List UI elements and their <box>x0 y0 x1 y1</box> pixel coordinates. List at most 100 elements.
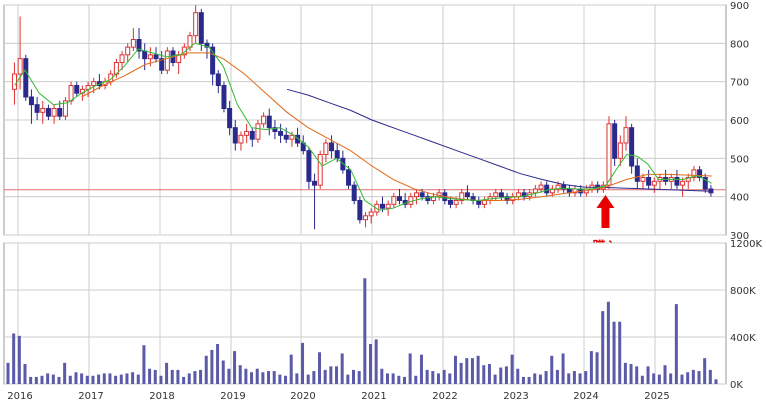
candle <box>51 104 57 124</box>
volume-bar <box>453 355 457 384</box>
candle-body <box>164 50 170 71</box>
candle-body <box>125 46 131 56</box>
candle-body <box>136 39 142 52</box>
volume-bar <box>193 371 197 384</box>
candle <box>210 43 216 86</box>
candle <box>685 173 691 189</box>
volume-bar <box>385 373 389 384</box>
candle <box>680 177 686 197</box>
volume-bar <box>312 371 316 384</box>
candle-body <box>323 142 329 155</box>
volume-bar <box>148 368 152 384</box>
volume-bar <box>623 362 627 384</box>
volume-bar <box>550 355 554 384</box>
price-y-tick-label: 900 <box>730 1 749 12</box>
candle-body <box>334 150 340 159</box>
volume-bar <box>567 373 571 384</box>
volume-bar <box>487 364 491 384</box>
candle-body <box>498 192 504 198</box>
candle-body <box>538 184 544 190</box>
volume-bar <box>436 373 440 384</box>
volume-bar <box>516 368 520 384</box>
volume-bar <box>17 335 21 384</box>
x-tick-label: 2017 <box>78 391 103 402</box>
candle <box>164 47 170 74</box>
volume-bar <box>80 373 84 384</box>
volume-bar <box>165 362 169 384</box>
candle <box>385 200 391 216</box>
candle-body <box>11 73 17 90</box>
price-y-tick-label: 700 <box>730 78 749 89</box>
candle <box>532 185 538 197</box>
candle <box>363 212 369 228</box>
volume-bar <box>663 365 667 384</box>
candle-body <box>306 150 312 182</box>
candle-body <box>40 108 46 113</box>
volume-bar <box>136 374 140 384</box>
price-y-axis: 300 400 500 600 700 800 900 <box>730 1 749 242</box>
volume-bar <box>34 376 38 384</box>
candle <box>278 123 284 143</box>
candle <box>23 54 29 101</box>
volume-bar <box>153 369 157 384</box>
volume-bar <box>368 344 372 384</box>
volume-bar <box>544 371 548 384</box>
candle-body <box>91 81 97 86</box>
candle-body <box>187 35 193 48</box>
volume-bar <box>131 372 135 384</box>
volume-bar <box>221 360 225 384</box>
candle <box>266 108 272 136</box>
volume-bar <box>238 365 242 384</box>
candle <box>283 127 289 143</box>
candle-body <box>351 184 357 202</box>
candle-body <box>385 203 391 209</box>
candle-body <box>255 123 261 140</box>
volume-bar <box>380 368 384 384</box>
candle-body <box>147 54 153 60</box>
candle <box>45 104 51 120</box>
candle <box>368 208 374 224</box>
volume-bar <box>323 369 327 384</box>
candle <box>697 166 703 182</box>
candle-body <box>561 184 567 190</box>
price-y-tick-label: 800 <box>730 39 749 50</box>
price-y-tick-label: 400 <box>730 193 749 204</box>
volume-bar <box>601 311 605 384</box>
candle-body <box>425 196 431 202</box>
candle-body <box>481 200 487 205</box>
candle <box>606 116 612 189</box>
candle <box>130 28 136 51</box>
candle-body <box>357 200 363 221</box>
volume-bar <box>499 367 503 384</box>
candle-body <box>119 54 125 63</box>
candle <box>538 181 544 193</box>
volume-y-tick-label: 800K <box>730 286 756 297</box>
x-tick-label: 2023 <box>503 391 528 402</box>
candle-body <box>28 96 34 106</box>
candle-body <box>74 85 80 94</box>
candle-body <box>685 177 691 182</box>
volume-bar <box>538 374 542 384</box>
candle <box>232 120 238 151</box>
candle <box>249 127 255 147</box>
candle-body <box>408 196 414 205</box>
price-y-tick-label: 600 <box>730 116 749 127</box>
candle-body <box>278 131 284 136</box>
candle-body <box>680 180 686 186</box>
volume-bar <box>510 354 514 384</box>
volume-bar <box>363 278 367 384</box>
volume-bar <box>176 369 180 384</box>
candle <box>34 97 40 120</box>
volume-bar <box>391 373 395 384</box>
ma-mid-line <box>81 52 712 201</box>
candle-body <box>317 154 323 186</box>
volume-bar <box>374 339 378 384</box>
candle-body <box>453 200 459 205</box>
volume-bar <box>46 373 50 384</box>
candle-body <box>68 85 74 102</box>
volume-bar <box>431 371 435 384</box>
candle-body <box>289 134 295 140</box>
candle <box>544 181 550 197</box>
candle-body <box>23 58 29 98</box>
